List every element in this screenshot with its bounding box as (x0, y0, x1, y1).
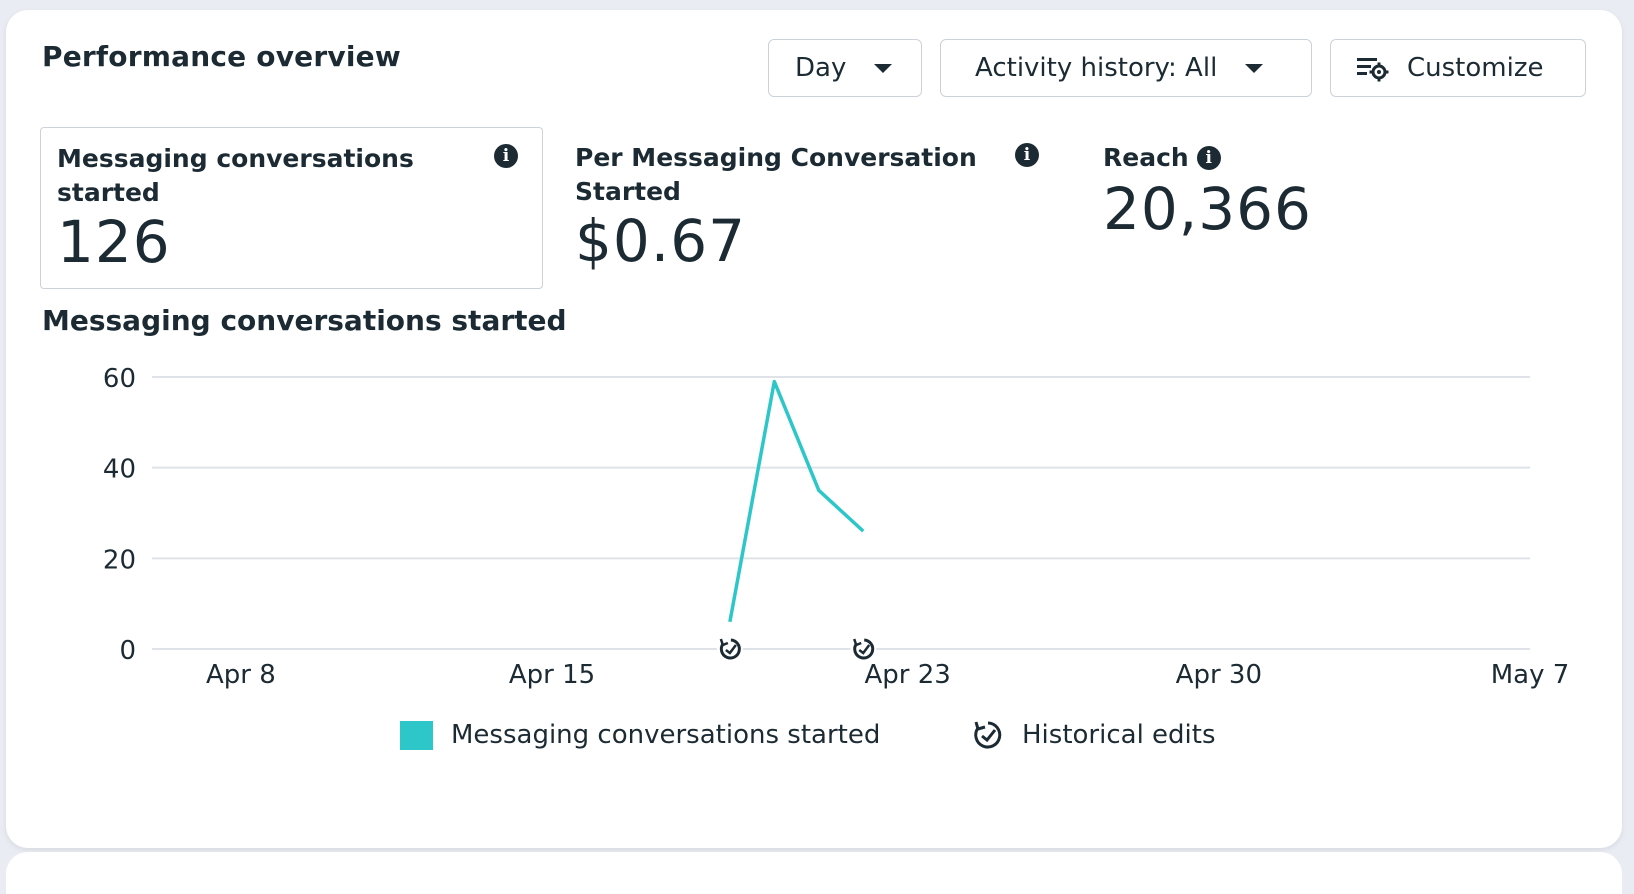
historical-edit-marker[interactable] (716, 636, 743, 662)
legend-series[interactable]: Messaging conversations started (400, 720, 880, 750)
x-tick-label: May 7 (1491, 660, 1570, 690)
metric-value: 126 (57, 208, 171, 276)
metric-value: $0.67 (575, 207, 747, 275)
legend-historical-edits-label: Historical edits (1022, 720, 1216, 750)
metric-label-line1: Reach (1103, 143, 1189, 172)
metric-label-line1: Per Messaging Conversation (575, 143, 977, 172)
metric-label: Messaging conversations started (57, 142, 414, 210)
legend-swatch (400, 720, 433, 750)
page-title: Performance overview (42, 40, 401, 73)
info-icon[interactable]: i (1196, 146, 1221, 170)
customize-label: Customize (1407, 53, 1544, 83)
metric-card-cost-per-conversation[interactable]: Per Messaging Conversation Started i $0.… (563, 127, 1063, 289)
caret-down-icon (1245, 63, 1264, 73)
x-tick-label: Apr 15 (509, 660, 595, 690)
info-icon[interactable]: i (494, 144, 518, 168)
chart-title: Messaging conversations started (42, 304, 567, 337)
y-tick-label: 60 (103, 364, 136, 394)
activity-history-dropdown[interactable]: Activity history: All (940, 39, 1312, 97)
performance-card (6, 10, 1622, 848)
metric-label: Per Messaging Conversation Started (575, 141, 977, 209)
metric-card-messaging-conversations[interactable]: Messaging conversations started i 126 (40, 127, 543, 289)
x-tick-label: Apr 30 (1176, 660, 1262, 690)
y-tick-label: 40 (103, 455, 136, 485)
metric-label: Reach i (1103, 141, 1221, 175)
info-icon[interactable]: i (1015, 143, 1039, 167)
metric-label-line2: Started (575, 177, 681, 206)
historical-edit-marker[interactable] (850, 636, 877, 662)
y-tick-label: 20 (103, 545, 136, 575)
series-line (728, 379, 865, 623)
customize-button[interactable]: Customize (1330, 39, 1586, 97)
legend-series-label: Messaging conversations started (451, 720, 881, 750)
x-tick-label: Apr 23 (865, 660, 951, 690)
next-card-edge (6, 852, 1622, 894)
metric-value: 20,366 (1103, 175, 1312, 243)
metric-label-line2: started (57, 178, 160, 207)
caret-down-icon (874, 63, 893, 73)
day-dropdown-label: Day (795, 53, 847, 83)
x-tick-label: Apr 8 (206, 660, 276, 690)
customize-settings-icon (1357, 58, 1389, 82)
day-dropdown[interactable]: Day (768, 39, 922, 97)
metric-label-line1: Messaging conversations (57, 144, 414, 173)
activity-history-label: Activity history: All (975, 53, 1218, 83)
historical-edit-icon (974, 721, 1002, 749)
metric-card-reach[interactable]: Reach i 20,366 (1085, 127, 1485, 289)
y-tick-label: 0 (119, 636, 136, 666)
legend-historical-edits[interactable]: Historical edits (970, 720, 1216, 750)
